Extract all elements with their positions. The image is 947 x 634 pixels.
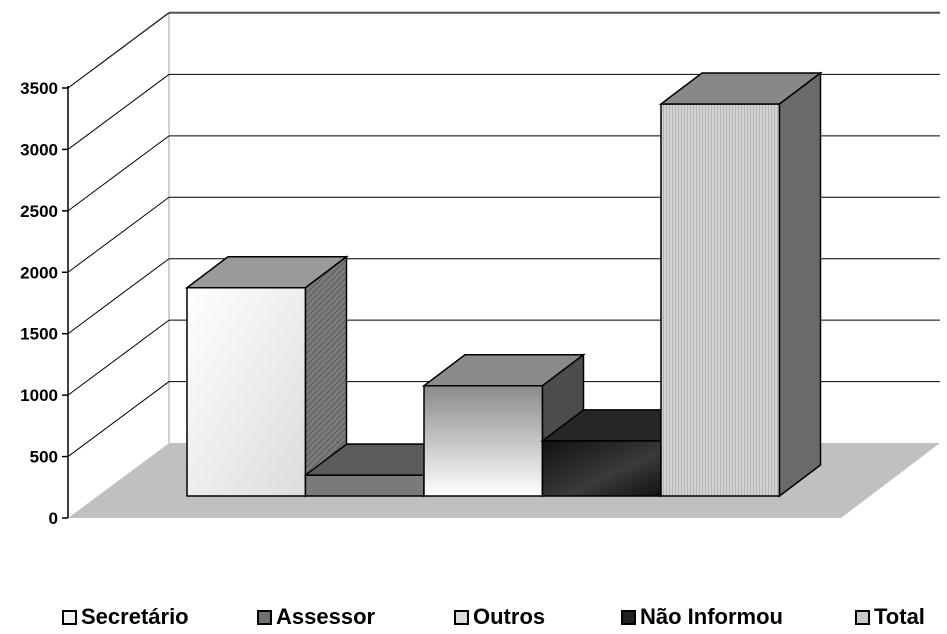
gridline-depth — [67, 74, 170, 150]
gridline-depth — [67, 196, 170, 273]
legend-item-assessor: Assessor — [257, 600, 375, 634]
legend-label: Secretário — [81, 604, 189, 629]
bars — [184, 71, 823, 498]
y-tick-label: 1500 — [20, 325, 58, 344]
bar-front — [423, 385, 544, 497]
legend-swatch — [621, 609, 636, 625]
gridline-depth — [67, 12, 170, 89]
legend-item-nao-informou: Não Informou — [621, 600, 783, 634]
legend-label: Assessor — [276, 604, 376, 629]
y-tick-label: 2500 — [20, 202, 58, 221]
legend-item-secretario: Secretário — [62, 600, 189, 634]
y-tick-label: 1000 — [20, 386, 58, 405]
legend-swatch — [454, 609, 469, 625]
y-tick-label: 0 — [49, 509, 58, 528]
legend-item-total: Total — [855, 600, 925, 634]
gridline-depth — [67, 319, 170, 396]
bar-front — [660, 103, 781, 497]
bar-side — [778, 71, 822, 498]
bar-front — [186, 287, 307, 497]
gridline-depth — [67, 381, 170, 457]
gridline-depth — [67, 258, 170, 335]
gridline-depth — [67, 135, 170, 212]
legend-label: Não Informou — [640, 604, 783, 629]
chart-svg: 0 500 1000 1500 2000 2500 3000 3500 — [20, 11, 940, 528]
y-tick-label: 2000 — [20, 263, 58, 282]
legend-label: Total — [874, 604, 925, 629]
y-tick-label: 3000 — [20, 140, 58, 159]
y-tick-label: 3500 — [20, 79, 58, 98]
legend-item-outros: Outros — [454, 600, 545, 634]
bar-secret-rio — [184, 255, 349, 498]
legend-swatch — [855, 609, 870, 625]
legend-label: Outros — [473, 604, 546, 629]
bar-total — [658, 71, 823, 498]
left-wall — [68, 13, 169, 518]
bar-front — [541, 440, 662, 497]
legend-swatch — [62, 609, 77, 625]
bar-front — [304, 474, 425, 497]
y-tick-label: 500 — [30, 448, 58, 467]
legend-swatch — [257, 609, 272, 625]
legend: Secretário Assessor Outros Não Informou … — [0, 600, 947, 634]
y-axis: 0 500 1000 1500 2000 2500 3000 3500 — [20, 79, 69, 528]
